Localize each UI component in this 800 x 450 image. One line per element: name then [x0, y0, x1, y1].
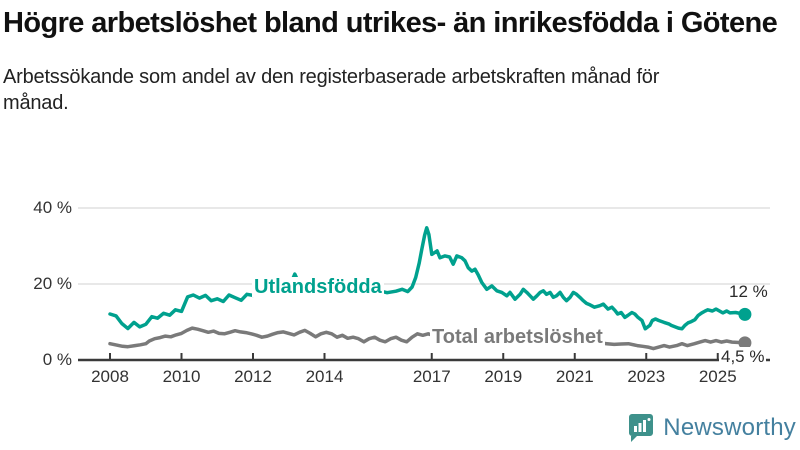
- y-tick-label: 0 %: [42, 350, 72, 369]
- newsworthy-logo-icon: [629, 414, 654, 442]
- series-label-total-arbetsloshet: Total arbetslöshet: [430, 326, 605, 348]
- x-tick-label: 2010: [162, 367, 201, 386]
- x-tick-label: 2021: [555, 367, 594, 386]
- x-tick-label: 2008: [91, 367, 129, 386]
- page-subtitle: Arbetssökande som andel av den registerb…: [3, 65, 660, 115]
- x-tick-label: 2025: [698, 367, 737, 386]
- x-tick-label: 2014: [305, 367, 344, 386]
- x-tick-label: 2023: [627, 367, 666, 386]
- brand-footer: Newsworthy: [627, 413, 796, 443]
- plot-canvas: [78, 207, 770, 362]
- end-value-utlandsfodda: 12 %: [729, 282, 768, 301]
- brand-name: Newsworthy: [663, 414, 796, 441]
- y-tick-label: 20 %: [33, 274, 72, 293]
- y-tick-label: 40 %: [33, 198, 72, 217]
- x-tick-label: 2012: [234, 367, 272, 386]
- series-label-utlandsfodda: Utlandsfödda: [252, 276, 384, 298]
- end-value-total-arbetsloshet: 4,5 %: [719, 347, 767, 366]
- page-title: Högre arbetslöshet bland utrikes- än inr…: [3, 7, 778, 39]
- x-tick-label: 2017: [412, 367, 451, 386]
- x-tick-label: 2019: [484, 367, 523, 386]
- line-chart: 0 % 20 % 40 % 2008 2010 2012 2014 2017 2019 2021…: [0, 190, 800, 400]
